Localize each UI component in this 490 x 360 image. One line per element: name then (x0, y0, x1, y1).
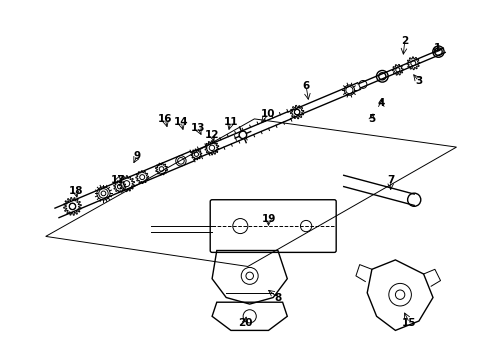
Text: 7: 7 (387, 175, 394, 185)
Text: 16: 16 (158, 114, 172, 124)
Text: 4: 4 (378, 98, 385, 108)
Text: 8: 8 (274, 293, 282, 302)
Text: 2: 2 (401, 36, 409, 46)
Text: 1: 1 (434, 44, 441, 53)
Text: 11: 11 (223, 117, 238, 127)
Text: 20: 20 (238, 318, 252, 328)
Text: 14: 14 (174, 117, 188, 127)
Text: 10: 10 (261, 109, 276, 119)
Text: 9: 9 (133, 152, 141, 162)
Text: 3: 3 (416, 76, 422, 86)
Text: 5: 5 (368, 114, 375, 124)
Text: 12: 12 (205, 130, 220, 140)
Text: 6: 6 (302, 81, 310, 91)
Text: 13: 13 (191, 123, 205, 133)
Text: 18: 18 (69, 186, 83, 196)
Text: 17: 17 (111, 175, 125, 185)
Text: 15: 15 (402, 318, 417, 328)
Text: 19: 19 (261, 215, 276, 225)
